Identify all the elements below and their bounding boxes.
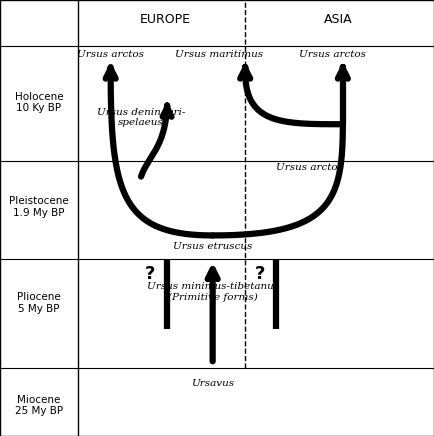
Text: Ursavus: Ursavus	[191, 379, 234, 388]
Text: Ursus deningeri-
spelaeus: Ursus deningeri- spelaeus	[97, 108, 185, 127]
Text: Ursus minimus-tibetanus
(Primitive forms): Ursus minimus-tibetanus (Primitive forms…	[147, 283, 279, 302]
Text: Holocene
10 Ky BP: Holocene 10 Ky BP	[15, 92, 63, 113]
Text: Ursus maritimus: Ursus maritimus	[175, 50, 263, 59]
Text: ?: ?	[255, 265, 266, 283]
Text: Pliocene
5 My BP: Pliocene 5 My BP	[17, 292, 61, 314]
Text: Miocene
25 My BP: Miocene 25 My BP	[15, 395, 63, 416]
Text: Ursus arctos: Ursus arctos	[77, 50, 144, 59]
Text: ASIA: ASIA	[324, 13, 353, 26]
Text: Pleistocene
1.9 My BP: Pleistocene 1.9 My BP	[9, 196, 69, 218]
Text: Ursus etruscus: Ursus etruscus	[173, 242, 252, 251]
Text: EUROPE: EUROPE	[139, 13, 191, 26]
Text: Ursus arctos: Ursus arctos	[276, 164, 342, 172]
Text: ?: ?	[145, 265, 155, 283]
Text: Ursus arctos: Ursus arctos	[299, 50, 365, 59]
